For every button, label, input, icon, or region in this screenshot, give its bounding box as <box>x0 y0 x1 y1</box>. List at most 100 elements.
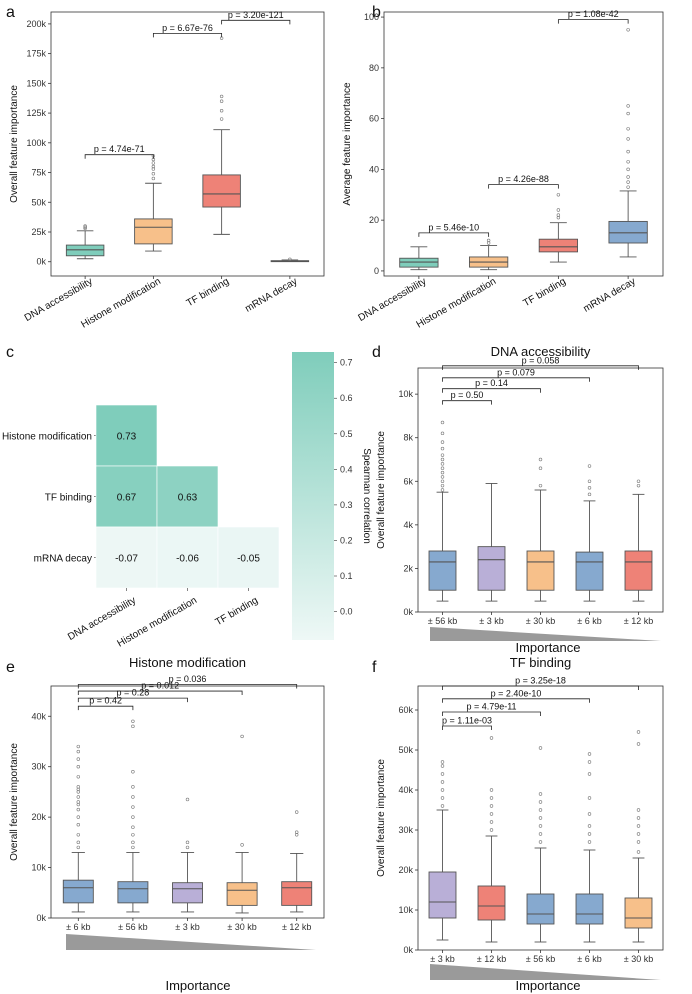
outlier-point <box>440 780 445 784</box>
outlier-point <box>636 730 641 734</box>
outlier-point <box>440 420 445 425</box>
outlier-point <box>76 807 81 812</box>
box-5 <box>624 550 653 591</box>
outlier-point <box>76 744 81 749</box>
outlier-point <box>489 736 494 740</box>
outlier-point <box>219 117 224 121</box>
outlier-point <box>219 109 224 113</box>
outlier-point <box>219 94 224 99</box>
outlier-point <box>76 775 81 779</box>
outlier-point <box>626 167 630 172</box>
outlier-point <box>636 840 641 844</box>
heatmap-cell-value: -0.05 <box>237 554 260 565</box>
y-tick-label: 20 <box>369 215 379 225</box>
category-label: ± 3 kb <box>479 616 503 626</box>
outlier-point <box>440 475 445 479</box>
outlier-point <box>636 479 641 483</box>
outlier-point <box>587 796 592 800</box>
significance-bracket <box>442 725 492 730</box>
significance-bracket <box>84 154 154 159</box>
outlier-point <box>489 812 494 816</box>
outlier-point <box>538 800 543 804</box>
colorbar-tick-label: 0.3 <box>340 500 353 510</box>
significance-bracket <box>442 377 590 382</box>
outlier-point <box>76 833 81 837</box>
significance-bracket <box>442 685 639 690</box>
y-tick-label: 60k <box>398 705 413 715</box>
category-label: DNA accessibility <box>23 276 95 324</box>
p-value-label: p = 4.26e-88 <box>498 174 549 184</box>
outlier-point <box>538 457 543 462</box>
outlier-point <box>626 185 630 189</box>
outlier-point <box>76 845 81 850</box>
y-tick-label: 40k <box>398 785 413 795</box>
chart-b-average-importance: 0 20 40 60 80 100 Average feature importance DN… <box>342 9 664 331</box>
outlier-point <box>636 808 641 812</box>
box-1 <box>428 871 457 919</box>
colorbar-tick-label: 0.2 <box>340 535 353 545</box>
p-value-label: p = 0.079 <box>497 367 535 377</box>
outlier-point <box>538 792 543 796</box>
y-tick-label: 20k <box>31 812 46 822</box>
outlier-point <box>636 483 641 488</box>
outlier-point <box>131 724 135 729</box>
box-4 <box>608 220 648 244</box>
box-1 <box>399 257 439 268</box>
box-5 <box>281 881 313 906</box>
outlier-point <box>440 431 445 436</box>
panel-letter-e: e <box>6 659 15 676</box>
y-tick-label: 200k <box>26 19 46 29</box>
significance-bracket <box>152 33 223 38</box>
outlier-point <box>556 208 561 212</box>
p-value-label: p = 0.28 <box>117 688 150 698</box>
colorbar-tick-label: 0.4 <box>340 464 353 474</box>
outlier-point <box>131 785 135 789</box>
outlier-point <box>626 180 630 184</box>
significance-bracket <box>488 184 559 189</box>
colorbar-tick-label: 0.6 <box>340 393 353 403</box>
y-tick-label: 0k <box>403 945 413 955</box>
outlier-point <box>587 760 592 764</box>
outlier-point <box>83 226 87 231</box>
outlier-point <box>76 815 81 819</box>
p-value-label: p = 1.11e-03 <box>442 716 492 726</box>
significance-bracket <box>77 705 134 711</box>
heatmap-cell-value: 0.73 <box>117 432 137 443</box>
outlier-point <box>486 238 491 243</box>
significance-bracket <box>77 690 243 696</box>
chart-f-tf-binding: 0k 10k 20k 30k 40k 50k 60k Overall feature impo… <box>376 655 664 993</box>
category-label: mRNA decay <box>243 276 299 315</box>
outlier-point <box>489 820 494 824</box>
outlier-point <box>489 804 494 808</box>
chart-c-correlation-heatmap: Histone modification 0.73 TF binding 0.67 0.… <box>2 352 372 650</box>
outlier-point <box>185 840 190 845</box>
category-label: ± 56 kb <box>118 922 147 932</box>
outlier-point <box>626 104 630 108</box>
box-3 <box>538 238 579 253</box>
significance-bracket <box>557 19 629 24</box>
outlier-point <box>626 175 630 179</box>
significance-bracket <box>442 400 492 405</box>
box-5 <box>624 897 653 929</box>
box-4 <box>575 551 604 591</box>
importance-wedge <box>430 964 661 980</box>
outlier-point <box>440 788 445 792</box>
box-2 <box>134 218 173 245</box>
importance-wedge <box>66 934 316 950</box>
outlier-point <box>636 742 641 746</box>
significance-bracket <box>442 388 541 393</box>
p-value-label: p = 0.42 <box>89 696 122 706</box>
category-label: TF binding <box>521 276 567 309</box>
outlier-point <box>151 167 156 171</box>
outlier-point <box>587 772 592 776</box>
y-tick-label: 60 <box>369 114 379 124</box>
outlier-point <box>538 483 543 488</box>
chart-title: TF binding <box>510 655 571 670</box>
y-tick-label: 0k <box>36 257 46 267</box>
outlier-point <box>131 770 135 774</box>
outlier-point <box>440 483 445 488</box>
box-4 <box>575 893 604 925</box>
outlier-point <box>440 457 445 462</box>
box-1 <box>428 550 457 591</box>
